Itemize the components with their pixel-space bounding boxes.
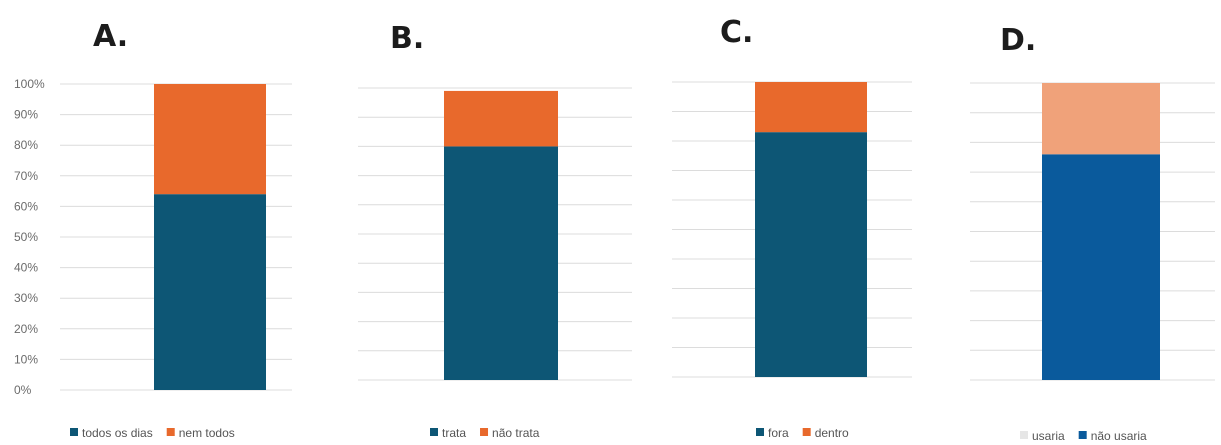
- chart-panel-3: C. fora dentro: [672, 15, 912, 440]
- y-tick-label: 30%: [14, 291, 38, 305]
- bar-segment-todos-os-dias: [154, 194, 266, 390]
- y-tick-label: 20%: [14, 322, 38, 336]
- bar-segment-fora: [755, 132, 867, 377]
- legend-swatch: [70, 428, 78, 436]
- legend-label: dentro: [815, 426, 849, 440]
- panel-title: D.: [1000, 23, 1036, 58]
- y-tick-label: 40%: [14, 261, 38, 275]
- chart-panel-4: D. usaria não usaria: [970, 23, 1215, 443]
- panel-title: C.: [720, 15, 753, 50]
- y-tick-label: 80%: [14, 138, 38, 152]
- bar-segment-trata: [444, 146, 558, 380]
- legend-swatch: [1020, 431, 1028, 439]
- legend-label: trata: [442, 426, 466, 440]
- y-tick-label: 90%: [14, 108, 38, 122]
- legend-swatch: [480, 428, 489, 436]
- y-tick-label: 60%: [14, 199, 38, 213]
- chart-panel-2: B. trata não trata: [358, 21, 632, 440]
- y-tick-label: 50%: [14, 230, 38, 244]
- legend-label: não usaria: [1091, 429, 1147, 443]
- legend-swatch: [1078, 431, 1087, 439]
- y-tick-label: 0%: [14, 383, 32, 397]
- panel-title: A.: [93, 19, 128, 54]
- legend-label: todos os dias: [82, 426, 153, 440]
- legend-label: não trata: [492, 426, 540, 440]
- legend-label: nem todos: [179, 426, 235, 440]
- legend-swatch: [802, 428, 811, 436]
- legend-swatch: [430, 428, 438, 436]
- panel-title: B.: [390, 21, 424, 56]
- legend-swatch: [166, 428, 175, 436]
- chart-panel-1: A. 0% 10% 20% 30% 40% 50% 60% 70% 80% 90% 100% todos…: [14, 19, 292, 440]
- bar-segment-dentro: [755, 82, 867, 133]
- bar-segment-nem-todos: [154, 84, 266, 195]
- legend-label: usaria: [1032, 429, 1065, 443]
- legend-swatch: [756, 428, 764, 436]
- bar-segment-não-trata: [444, 90, 558, 147]
- y-tick-label: 100%: [14, 77, 45, 91]
- bar-segment-usaria: [1042, 83, 1160, 155]
- y-tick-label: 10%: [14, 352, 38, 366]
- y-tick-label: 70%: [14, 169, 38, 183]
- legend-label: fora: [768, 426, 789, 440]
- bar-segment-não-usaria: [1042, 154, 1160, 380]
